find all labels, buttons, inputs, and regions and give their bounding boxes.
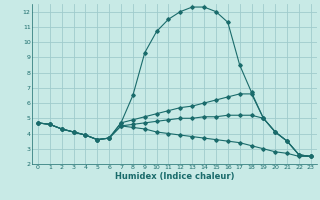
X-axis label: Humidex (Indice chaleur): Humidex (Indice chaleur) [115,172,234,181]
